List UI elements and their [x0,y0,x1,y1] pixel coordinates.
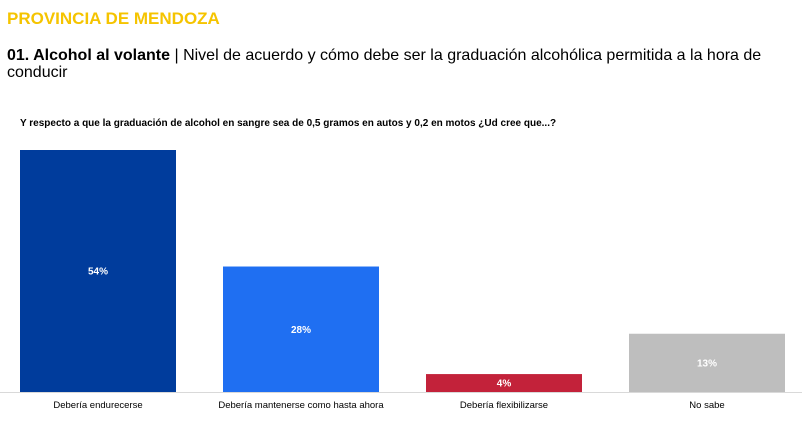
province-heading: PROVINCIA DE MENDOZA [7,9,220,28]
bar-3 [426,374,582,392]
bar-4 [629,333,785,392]
chart-title: 01. Alcohol al volante | Nivel de acuerd… [7,47,787,81]
title-bold: 01. Alcohol al volante [7,47,171,64]
category-label-3: Debería flexibilizarse [460,400,548,411]
bar-1 [20,150,176,392]
survey-question: Y respecto a que la graduación de alcoho… [20,118,557,129]
bar-value-label-3: 4% [497,379,512,390]
bar-2 [223,266,379,392]
category-label-1: Debería endurecerse [53,400,142,411]
category-label-4: No sabe [689,400,724,411]
title-separator: | [170,47,184,64]
bar-value-label-1: 54% [88,267,108,278]
bar-value-label-4: 13% [697,358,717,369]
title-rest: Nivel de acuerdo y cómo debe ser la grad… [7,47,762,81]
bar-value-label-2: 28% [291,325,311,336]
category-label-2: Debería mantenerse como hasta ahora [218,400,384,411]
